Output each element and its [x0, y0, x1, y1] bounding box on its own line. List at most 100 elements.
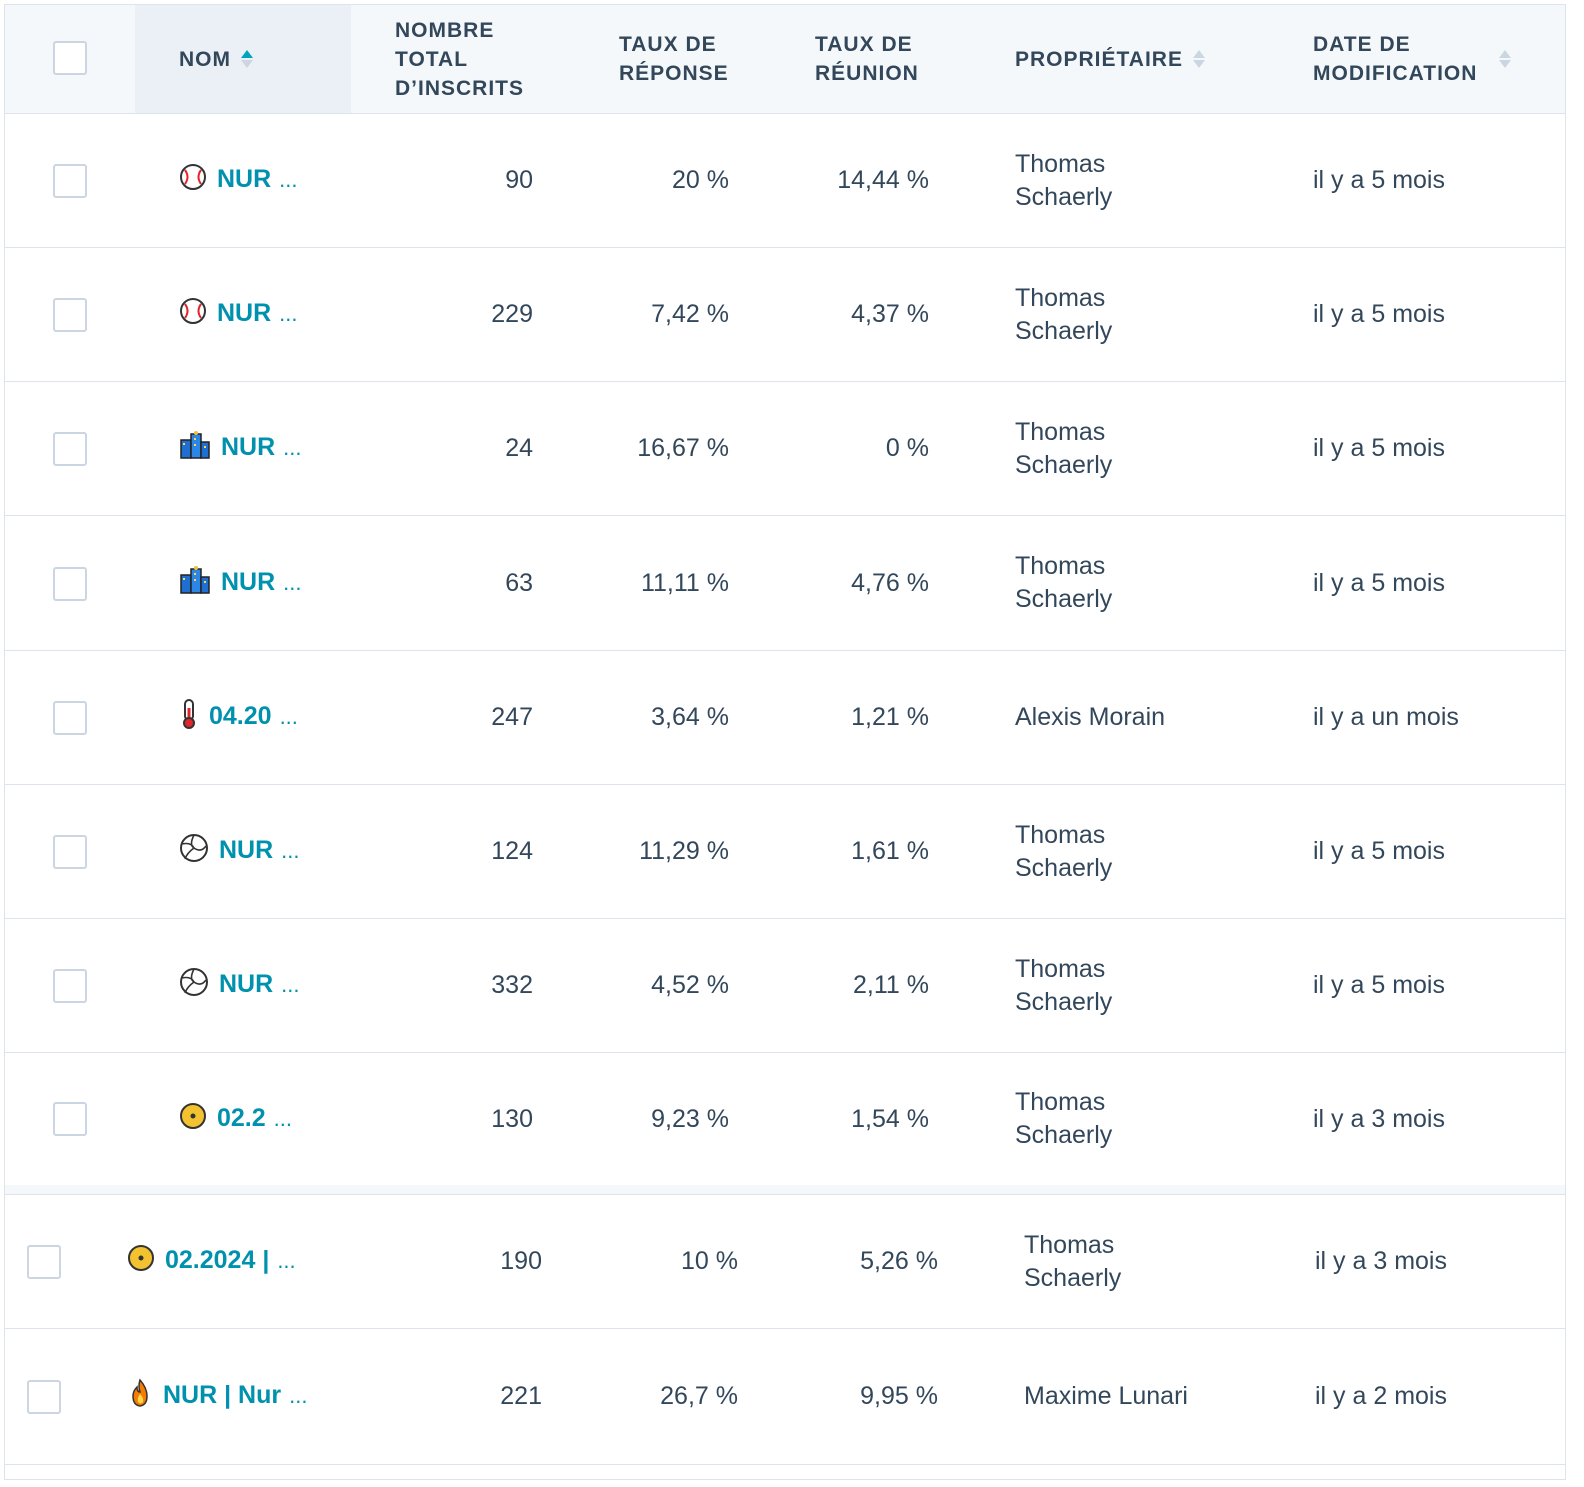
row-checkbox[interactable] — [53, 701, 87, 735]
campaign-name-link[interactable]: NUR... — [179, 163, 298, 198]
truncation-ellipsis: ... — [279, 167, 298, 193]
row-checkbox[interactable] — [53, 1102, 87, 1136]
total-enrolled-cell: 24 — [505, 434, 533, 462]
campaign-name-text: NUR — [221, 567, 276, 596]
response-rate-cell: 7,42 % — [651, 300, 729, 328]
column-header-owner[interactable]: PROPRIÉTAIRE — [1015, 5, 1275, 113]
owner-cell: Thomas Schaerly — [1015, 283, 1113, 345]
row-checkbox[interactable] — [53, 298, 87, 332]
table-header: NOM NOMBRE TOTAL D’INSCRITS TAUX DE RÉPO… — [5, 5, 1565, 114]
column-header-total[interactable]: NOMBRE TOTAL D’INSCRITS — [395, 5, 585, 113]
name-cell: NUR... — [179, 114, 389, 247]
name-cell: NUR... — [179, 919, 389, 1052]
modified-date-cell: il y a 5 mois — [1313, 568, 1445, 597]
modified-date-cell: il y a 3 mois — [1315, 1247, 1447, 1275]
campaign-name-text: 02.2024 | — [165, 1246, 270, 1275]
campaign-name-link[interactable]: 04.20... — [179, 698, 298, 737]
response-rate-cell: 20 % — [672, 166, 729, 194]
modified-date-cell: il y a 2 mois — [1315, 1382, 1447, 1410]
modified-date-cell: il y a un mois — [1313, 703, 1459, 731]
table-row: NUR | Nur... 221 26,7 % 9,95 % Maxime Lunari… — [5, 1329, 1565, 1465]
meeting-rate-cell: 9,95 % — [860, 1382, 938, 1410]
column-header-modified[interactable]: DATE DE MODIFICATION — [1313, 5, 1563, 113]
owner-cell: Alexis Morain — [1015, 703, 1166, 731]
sort-icon — [1499, 50, 1512, 68]
campaign-name-link[interactable]: NUR... — [179, 297, 298, 332]
row-checkbox[interactable] — [53, 164, 87, 198]
name-cell: 04.20... — [179, 651, 389, 784]
header-select-cell — [5, 5, 135, 113]
owner-cell: Thomas Schaerly — [1015, 954, 1113, 1016]
column-header-name[interactable]: NOM — [135, 5, 351, 113]
baseball-icon — [179, 297, 207, 332]
campaign-name-text: NUR — [221, 433, 276, 462]
table-row: NUR... 332 4,52 % 2,11 % Thomas Schaerly il y… — [5, 919, 1565, 1053]
owner-cell: Thomas Schaerly — [1015, 1088, 1113, 1149]
row-checkbox[interactable] — [53, 432, 87, 466]
response-rate-cell: 3,64 % — [651, 703, 729, 731]
sort-ascending-icon — [241, 50, 253, 68]
name-cell: NUR... — [179, 516, 389, 650]
truncation-ellipsis: ... — [279, 301, 298, 327]
response-rate-cell: 4,52 % — [651, 971, 729, 999]
column-header-meeting-label: TAUX DE RÉUNION — [815, 33, 919, 85]
campaign-name-link[interactable]: NUR... — [179, 967, 300, 1004]
total-enrolled-cell: 190 — [500, 1247, 542, 1275]
row-checkbox[interactable] — [53, 969, 87, 1003]
total-enrolled-cell: 130 — [491, 1104, 533, 1133]
campaign-name-text: NUR — [219, 836, 274, 865]
owner-cell: Thomas Schaerly — [1015, 417, 1113, 479]
response-rate-cell: 26,7 % — [660, 1382, 738, 1410]
meeting-rate-cell: 5,26 % — [860, 1247, 938, 1275]
column-header-modified-label: DATE DE MODIFICATION — [1313, 33, 1478, 85]
row-checkbox[interactable] — [53, 566, 87, 601]
volleyball-icon — [179, 967, 209, 1004]
column-header-meeting[interactable]: TAUX DE RÉUNION — [815, 5, 985, 113]
column-header-total-label: NOMBRE TOTAL D’INSCRITS — [395, 18, 525, 100]
total-enrolled-cell: 229 — [491, 300, 533, 328]
campaign-name-link[interactable]: NUR | Nur... — [127, 1378, 307, 1415]
table-row: NUR... 229 7,42 % 4,37 % Thomas Schaerly il y… — [5, 248, 1565, 382]
total-enrolled-cell: 124 — [491, 837, 533, 865]
campaign-table: NOM NOMBRE TOTAL D’INSCRITS TAUX DE RÉPO… — [4, 4, 1566, 1480]
column-header-response-label: TAUX DE RÉPONSE — [619, 33, 729, 85]
meeting-rate-cell: 1,61 % — [851, 837, 929, 865]
cityscape-icon — [179, 565, 211, 602]
baseball-icon — [179, 163, 207, 198]
column-header-response[interactable]: TAUX DE RÉPONSE — [619, 5, 789, 113]
truncation-ellipsis: ... — [279, 704, 298, 730]
campaign-name-link[interactable]: NUR... — [179, 430, 302, 467]
row-checkbox[interactable] — [27, 1245, 61, 1279]
modified-date-cell: il y a 3 mois — [1313, 1104, 1445, 1133]
total-enrolled-cell: 332 — [491, 971, 533, 999]
owner-cell: Thomas Schaerly — [1024, 1230, 1122, 1292]
campaign-name-link[interactable]: 02.2024 |... — [127, 1244, 296, 1279]
row-checkbox[interactable] — [27, 1380, 61, 1414]
response-rate-cell: 11,11 % — [640, 568, 729, 597]
name-cell: NUR... — [179, 785, 389, 918]
table-row: 02.2... 130 9,23 % 1,54 % Thomas Schaerly il … — [5, 1053, 1565, 1185]
select-all-checkbox[interactable] — [53, 41, 87, 75]
campaign-name-link[interactable]: 02.2... — [179, 1102, 292, 1137]
yellow-disc-icon — [127, 1244, 155, 1279]
campaign-name-link[interactable]: NUR... — [179, 565, 302, 602]
owner-cell: Thomas Schaerly — [1015, 149, 1113, 211]
modified-date-cell: il y a 5 mois — [1313, 166, 1445, 194]
volleyball-icon — [179, 833, 209, 870]
response-rate-cell: 9,23 % — [651, 1104, 729, 1133]
table-row: NUR... 24 16,67 % 0 % Thomas Schaerly il y a … — [5, 382, 1565, 516]
meeting-rate-cell: 14,44 % — [837, 166, 929, 194]
truncation-ellipsis: ... — [289, 1383, 308, 1409]
owner-cell: Maxime Lunari — [1024, 1382, 1188, 1410]
name-cell: 02.2... — [179, 1053, 389, 1185]
truncation-ellipsis: ... — [283, 569, 302, 595]
campaign-name-link[interactable]: NUR... — [179, 833, 300, 870]
row-checkbox[interactable] — [53, 835, 87, 869]
campaign-name-text: 02.2 — [217, 1103, 266, 1132]
owner-cell: Thomas Schaerly — [1015, 820, 1113, 882]
campaign-name-text: NUR | Nur — [163, 1381, 282, 1410]
response-rate-cell: 10 % — [681, 1247, 738, 1275]
thermometer-icon — [179, 698, 199, 737]
name-cell: NUR... — [179, 248, 389, 381]
cityscape-icon — [179, 430, 211, 467]
